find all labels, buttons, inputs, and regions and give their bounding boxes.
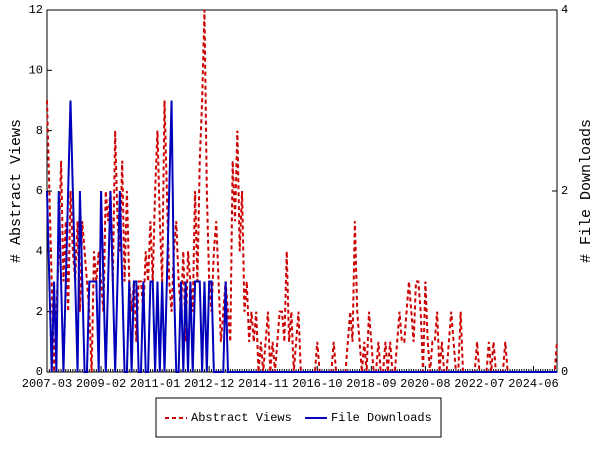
y-tick-label: 8: [36, 124, 43, 138]
x-tick-label: 2022-07: [454, 377, 504, 391]
x-tick-label: 2007-03: [22, 377, 72, 391]
y-tick-label: 0: [36, 365, 43, 379]
x-tick-label: 2009-02: [76, 377, 126, 391]
x-tick-label: 2020-08: [400, 377, 450, 391]
x-tick-label: 2024-06: [508, 377, 558, 391]
y-tick-label: 12: [29, 3, 43, 17]
legend-label: File Downloads: [331, 411, 432, 425]
y2-tick-label: 2: [561, 184, 568, 198]
x-tick-label: 2011-01: [130, 377, 180, 391]
y-tick-label: 6: [36, 184, 43, 198]
x-tick-label: 2018-09: [346, 377, 396, 391]
x-tick-label: 2014-11: [238, 377, 288, 391]
x-tick-label: 2016-10: [292, 377, 342, 391]
x-tick-label: 2012-12: [184, 377, 234, 391]
y-tick-label: 10: [29, 64, 43, 78]
y-tick-label: 4: [36, 245, 43, 259]
legend: [155, 397, 442, 438]
y2-tick-label: 0: [561, 365, 568, 379]
y2-axis-label: # File Downloads: [578, 119, 595, 263]
legend-label: Abstract Views: [191, 411, 292, 425]
y-tick-label: 2: [36, 305, 43, 319]
y2-tick-label: 4: [561, 3, 568, 17]
data-line: [46, 9, 558, 373]
data-line: [46, 100, 557, 373]
y-axis-label: # Abstract Views: [8, 119, 25, 263]
